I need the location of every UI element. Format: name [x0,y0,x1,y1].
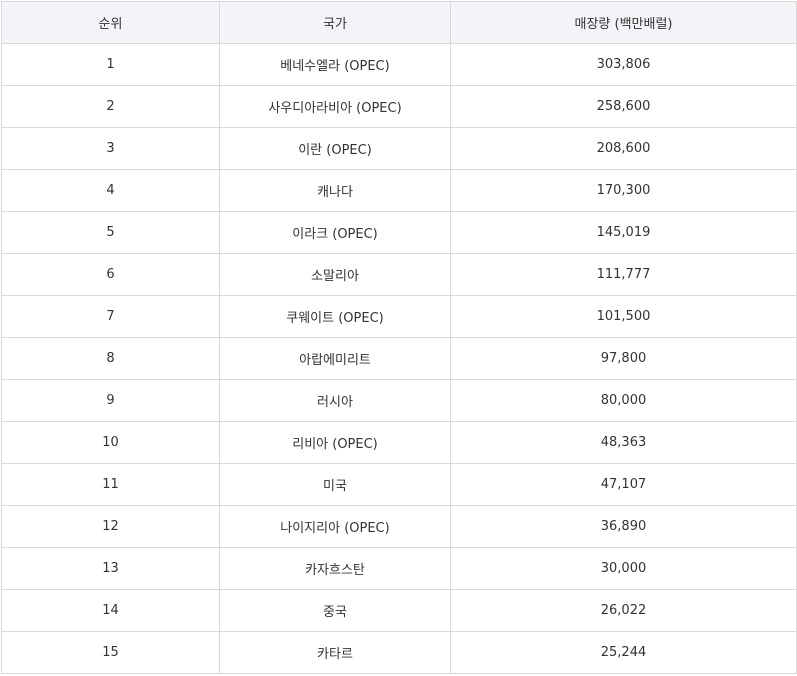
header-country: 국가 [219,1,451,44]
country-cell: 러시아 [219,379,451,422]
rank-cell: 6 [1,253,220,296]
reserves-cell: 47,107 [450,463,797,506]
rank-cell: 15 [1,631,220,674]
country-cell: 이라크 (OPEC) [219,211,451,254]
reserves-cell: 170,300 [450,169,797,212]
country-cell: 카타르 [219,631,451,674]
country-cell: 사우디아라비아 (OPEC) [219,85,451,128]
rank-cell: 4 [1,169,220,212]
reserves-cell: 258,600 [450,85,797,128]
table-header: 순위 국가 매장량 (백만배럴) [1,1,797,44]
country-cell: 소말리아 [219,253,451,296]
reserves-cell: 36,890 [450,505,797,548]
table-row: 14 중국 26,022 [1,589,797,632]
country-cell: 나이지리아 (OPEC) [219,505,451,548]
table-row: 10 리비아 (OPEC) 48,363 [1,421,797,464]
header-rank: 순위 [1,1,220,44]
table-row: 12 나이지리아 (OPEC) 36,890 [1,505,797,548]
reserves-cell: 208,600 [450,127,797,170]
table-row: 15 카타르 25,244 [1,631,797,674]
country-cell: 리비아 (OPEC) [219,421,451,464]
country-cell: 아랍에미리트 [219,337,451,380]
reserves-cell: 80,000 [450,379,797,422]
reserves-cell: 303,806 [450,43,797,86]
country-cell: 쿠웨이트 (OPEC) [219,295,451,338]
reserves-cell: 26,022 [450,589,797,632]
table-row: 6 소말리아 111,777 [1,253,797,296]
header-reserves: 매장량 (백만배럴) [450,1,797,44]
table-row: 9 러시아 80,000 [1,379,797,422]
rank-cell: 13 [1,547,220,590]
reserves-cell: 111,777 [450,253,797,296]
reserves-cell: 97,800 [450,337,797,380]
rank-cell: 9 [1,379,220,422]
country-cell: 미국 [219,463,451,506]
table-body: 1 베네수엘라 (OPEC) 303,806 2 사우디아라비아 (OPEC) … [1,43,797,674]
rank-cell: 10 [1,421,220,464]
rank-cell: 2 [1,85,220,128]
table-row: 5 이라크 (OPEC) 145,019 [1,211,797,254]
rank-cell: 14 [1,589,220,632]
rank-cell: 5 [1,211,220,254]
reserves-cell: 101,500 [450,295,797,338]
rank-cell: 8 [1,337,220,380]
table-row: 3 이란 (OPEC) 208,600 [1,127,797,170]
rank-cell: 1 [1,43,220,86]
table-row: 8 아랍에미리트 97,800 [1,337,797,380]
reserves-cell: 48,363 [450,421,797,464]
table-row: 2 사우디아라비아 (OPEC) 258,600 [1,85,797,128]
table-row: 13 카자흐스탄 30,000 [1,547,797,590]
country-cell: 이란 (OPEC) [219,127,451,170]
reserves-cell: 30,000 [450,547,797,590]
country-cell: 중국 [219,589,451,632]
table-row: 4 캐나다 170,300 [1,169,797,212]
header-row: 순위 국가 매장량 (백만배럴) [1,1,797,44]
country-cell: 캐나다 [219,169,451,212]
rank-cell: 3 [1,127,220,170]
table-row: 11 미국 47,107 [1,463,797,506]
country-cell: 카자흐스탄 [219,547,451,590]
reserves-cell: 25,244 [450,631,797,674]
rank-cell: 12 [1,505,220,548]
country-cell: 베네수엘라 (OPEC) [219,43,451,86]
rank-cell: 11 [1,463,220,506]
reserves-cell: 145,019 [450,211,797,254]
table-row: 1 베네수엘라 (OPEC) 303,806 [1,43,797,86]
rank-cell: 7 [1,295,220,338]
table-row: 7 쿠웨이트 (OPEC) 101,500 [1,295,797,338]
